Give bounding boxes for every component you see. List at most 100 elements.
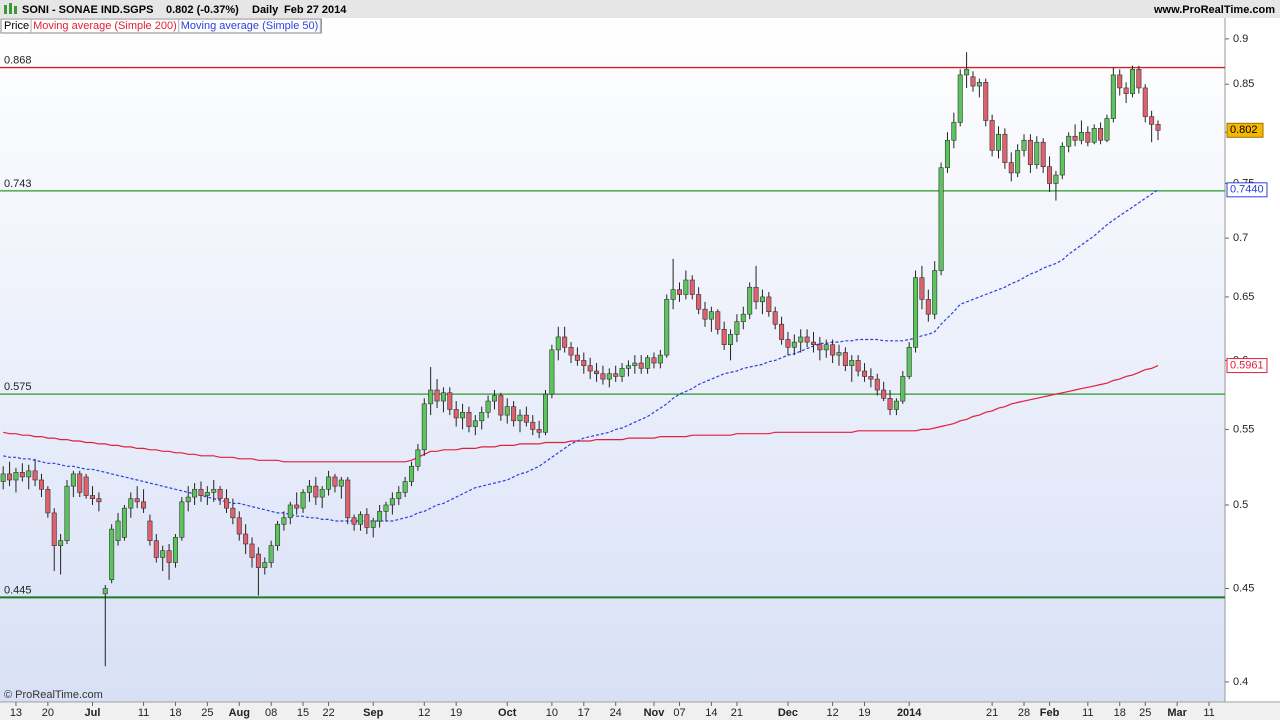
candle-body: [1053, 174, 1059, 184]
x-tick-label: 13: [10, 707, 22, 719]
candle-body: [268, 545, 274, 563]
candle-body: [874, 378, 880, 391]
candle-body: [281, 517, 287, 525]
candle-body: [223, 498, 229, 509]
candle-body: [721, 328, 727, 345]
candle-body: [766, 296, 772, 313]
period: Daily: [252, 4, 279, 16]
candle-body: [925, 299, 931, 315]
date: Feb 27 2014: [284, 4, 347, 16]
candle-body: [364, 514, 370, 528]
candle-body: [1129, 69, 1135, 94]
candle-body: [798, 336, 804, 343]
candle-body: [204, 492, 210, 496]
candle-body: [1142, 87, 1148, 117]
candle-body: [38, 479, 44, 490]
candle-body: [996, 133, 1002, 151]
bottom-axis-area: [0, 703, 1280, 720]
candle-body: [147, 520, 153, 541]
candle-body: [689, 279, 695, 295]
x-tick-label: Feb: [1040, 707, 1060, 719]
candle-body: [1091, 128, 1097, 143]
candle-body: [638, 362, 644, 369]
horizontal-line-label: 0.575: [4, 381, 32, 393]
candle-body: [485, 400, 491, 413]
candle-body: [887, 397, 893, 410]
candle-body: [306, 485, 312, 493]
candle-body: [1149, 116, 1155, 125]
x-tick-label: Dec: [778, 707, 798, 719]
footer: © ProRealTime.com: [4, 689, 103, 701]
moving-average-line: [3, 365, 1159, 463]
x-tick-label: 22: [322, 707, 334, 719]
x-tick-label: 20: [42, 707, 54, 719]
candle-body: [370, 520, 376, 528]
candle-body: [287, 504, 293, 519]
legend-item: Price: [4, 20, 29, 32]
candle-body: [13, 472, 19, 481]
candle-body: [1015, 150, 1021, 174]
candle-body: [536, 429, 542, 433]
x-tick-label: 21: [986, 707, 998, 719]
candle-body: [447, 392, 453, 410]
horizontal-line-label: 0.445: [4, 584, 32, 596]
candle-body: [19, 472, 25, 478]
candle-body: [357, 514, 363, 525]
candle-body: [728, 334, 734, 345]
candle-body: [791, 341, 797, 348]
candle-body: [211, 488, 217, 493]
candle-body: [632, 362, 638, 367]
candle-body: [134, 498, 140, 503]
candle-body: [836, 352, 842, 356]
y-tick-label: 0.5: [1233, 499, 1248, 511]
candle-body: [64, 485, 70, 541]
candle-body: [1104, 118, 1110, 141]
candle-body: [842, 352, 848, 367]
y-tick-label: 0.7: [1233, 232, 1248, 244]
x-tick-label: Nov: [644, 707, 666, 719]
legend: Price Moving average (Simple 200) Moving a…: [0, 18, 322, 34]
candle-body: [1008, 162, 1014, 174]
candle-body: [715, 311, 721, 330]
candle-body: [166, 550, 172, 563]
candle-body: [734, 321, 740, 335]
candle-body: [338, 479, 344, 487]
legend-box: [0, 18, 322, 34]
candle-body: [517, 414, 523, 422]
candle-body: [530, 421, 536, 430]
candle-body: [868, 376, 874, 380]
x-tick-label: 11: [138, 707, 149, 719]
candle-body: [759, 296, 765, 303]
plot-area: [0, 18, 1225, 702]
candle-body: [294, 504, 300, 509]
candle-body: [657, 354, 663, 364]
candle-body: [549, 349, 555, 395]
candle-body: [823, 344, 829, 351]
candle-body: [1136, 69, 1142, 89]
candle-body: [109, 528, 115, 581]
candle-body: [326, 476, 332, 490]
candle-body: [664, 299, 670, 356]
candle-body: [989, 120, 995, 151]
candle-body: [300, 492, 306, 509]
candle-body: [555, 336, 561, 351]
candle-body: [862, 370, 868, 377]
x-tick-label: 24: [610, 707, 622, 719]
candle-body: [543, 393, 549, 433]
candle-body: [351, 517, 357, 525]
candle-body: [243, 533, 249, 545]
candle-body: [913, 277, 919, 348]
candle-body: [434, 389, 440, 402]
candle-body: [7, 473, 13, 481]
x-tick-label: Oct: [498, 707, 517, 719]
candle-body: [938, 167, 944, 271]
candle-body: [172, 537, 178, 563]
horizontal-line-label: 0.868: [4, 54, 32, 66]
candle-body: [613, 373, 619, 377]
candle-body: [651, 357, 657, 364]
legend-item: Moving average (Simple 50): [181, 20, 319, 32]
candle-body: [676, 289, 682, 295]
candle-body: [581, 360, 587, 367]
candle-body: [45, 488, 51, 514]
